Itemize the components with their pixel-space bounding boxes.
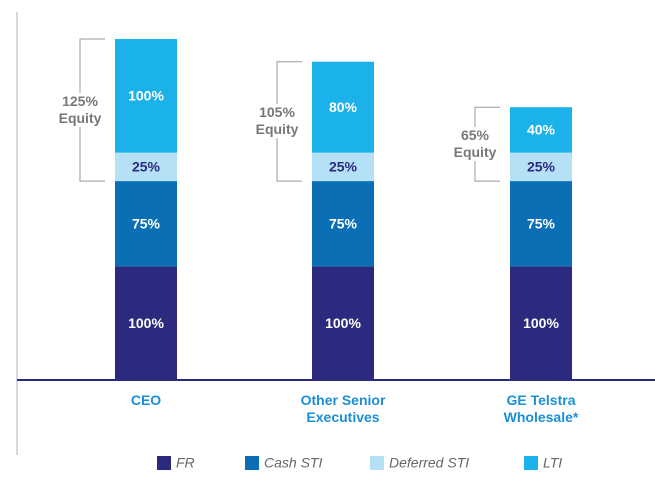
value-label: 75% — [527, 215, 556, 231]
bar-segment — [115, 181, 177, 267]
bar-segment — [115, 39, 177, 153]
value-label: 75% — [329, 215, 358, 231]
legend-label: FR — [176, 455, 195, 471]
bar-segment — [115, 152, 177, 182]
equity-annotation: 65% Equity — [449, 127, 501, 162]
x-tick-label: GE Telstra Wholesale* — [503, 392, 579, 425]
bar-segment — [510, 181, 572, 267]
x-tick-label: Other Senior Executives — [300, 392, 386, 425]
value-label: 40% — [527, 122, 556, 138]
value-label: 100% — [523, 315, 559, 331]
equity-annotation: 125% Equity — [54, 93, 106, 128]
equity-annotation: 105% Equity — [251, 104, 303, 139]
bar-segment — [312, 266, 374, 380]
legend-swatch — [157, 456, 171, 470]
value-label: 100% — [128, 88, 164, 104]
value-label: 25% — [329, 159, 358, 175]
legend-swatch — [524, 456, 538, 470]
bar-segment — [510, 152, 572, 182]
value-label: 75% — [132, 215, 161, 231]
legend-label: Cash STI — [264, 455, 322, 471]
value-label: 80% — [329, 99, 358, 115]
legend-label: Deferred STI — [389, 455, 469, 471]
value-label: 25% — [132, 159, 161, 175]
bar-segment — [312, 61, 374, 153]
legend-swatch — [370, 456, 384, 470]
legend-label: LTI — [543, 455, 562, 471]
value-label: 25% — [527, 159, 556, 175]
bar-segment — [312, 181, 374, 267]
x-tick-label: CEO — [130, 392, 162, 408]
bar-segment — [312, 152, 374, 182]
legend-swatch — [245, 456, 259, 470]
bar-segment — [115, 266, 177, 380]
value-label: 100% — [128, 315, 164, 331]
bar-segment — [510, 107, 572, 153]
value-label: 100% — [325, 315, 361, 331]
bar-segment — [510, 266, 572, 380]
